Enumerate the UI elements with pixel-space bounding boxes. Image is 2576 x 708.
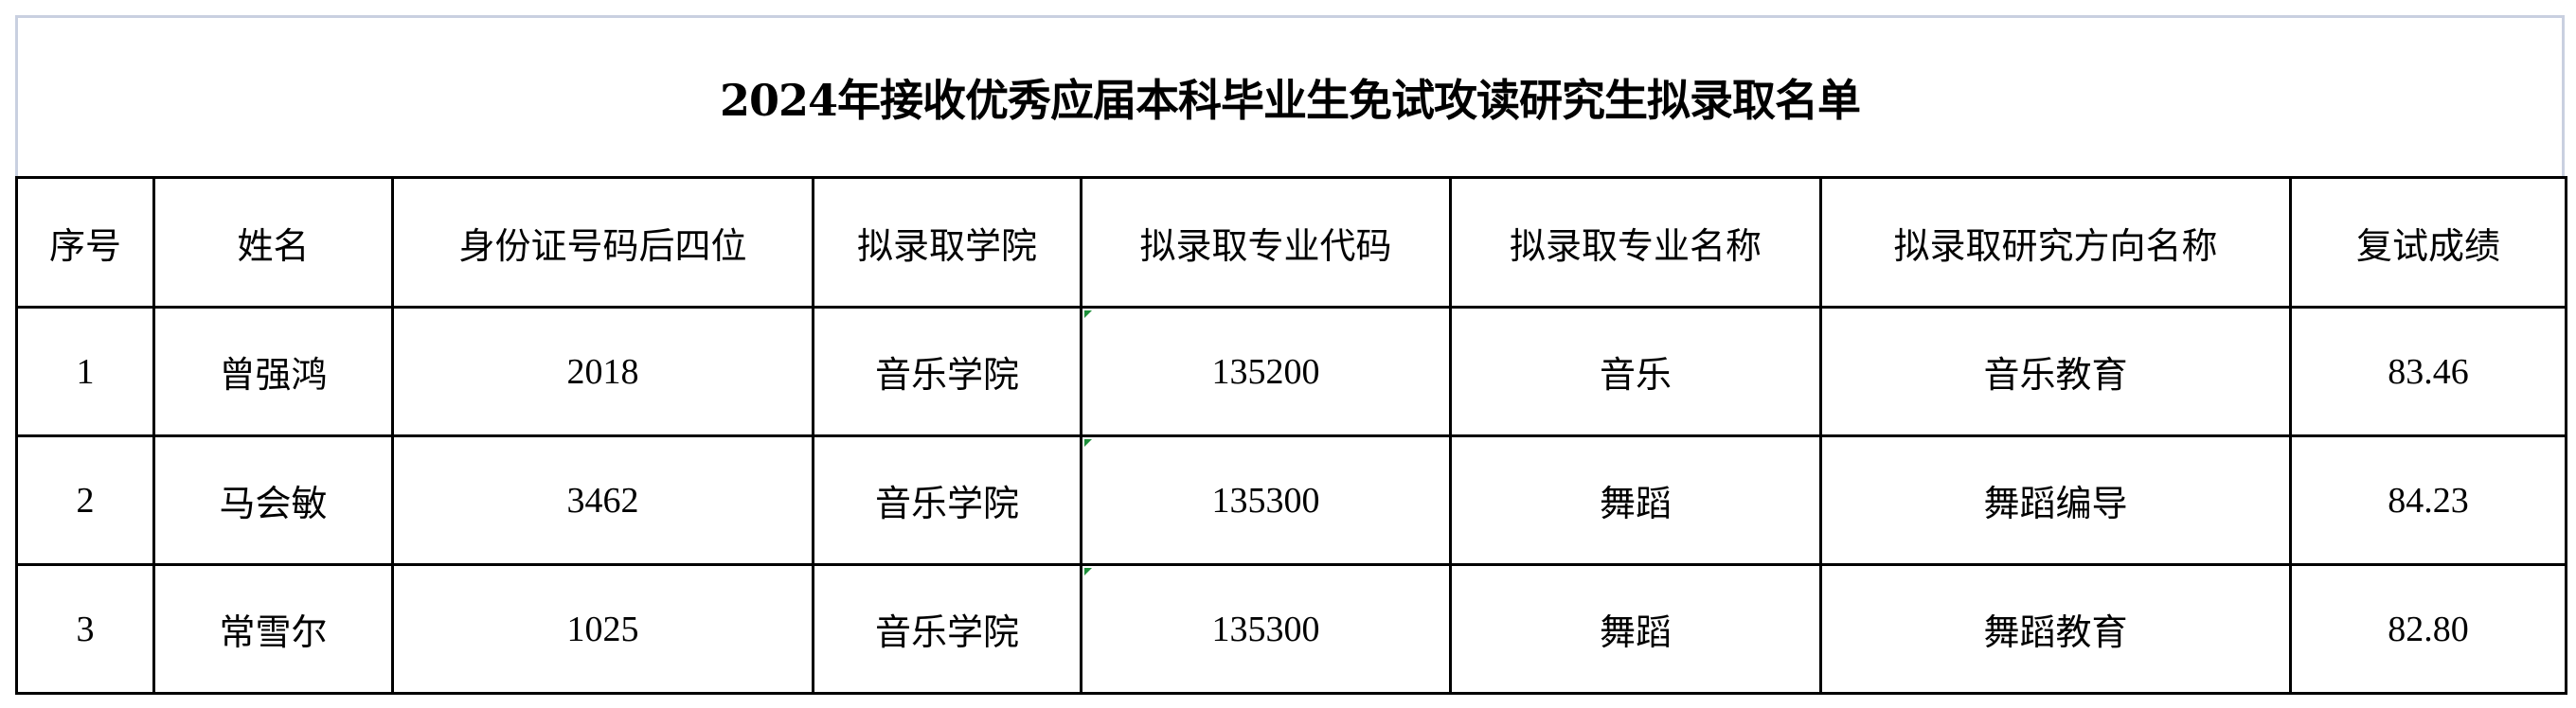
header-cell-major-name[interactable]: 拟录取专业名称 bbox=[1449, 176, 1822, 309]
cell-id-last4[interactable]: 2018 bbox=[391, 306, 814, 437]
table-row: 2 马会敏 3462 音乐学院 135300 舞蹈 舞蹈编导 84.23 bbox=[15, 434, 2567, 566]
cell-major-code[interactable]: 135300 bbox=[1080, 563, 1452, 695]
title-cell[interactable]: 2024年接收优秀应届本科毕业生免试攻读研究生拟录取名单 bbox=[15, 15, 2565, 176]
cell-score[interactable]: 82.80 bbox=[2289, 563, 2567, 695]
header-cell-index[interactable]: 序号 bbox=[15, 176, 155, 309]
header-cell-college[interactable]: 拟录取学院 bbox=[812, 176, 1082, 309]
cell-major-name[interactable]: 舞蹈 bbox=[1449, 563, 1822, 695]
cell-major-code-text: 135200 bbox=[1211, 351, 1320, 392]
header-row: 序号 姓名 身份证号码后四位 拟录取学院 拟录取专业代码 拟录取专业名称 拟录取… bbox=[15, 176, 2567, 309]
cell-major-code-text: 135300 bbox=[1211, 609, 1320, 649]
table-row: 1 曾强鸿 2018 音乐学院 135200 音乐 音乐教育 83.46 bbox=[15, 306, 2567, 437]
sheet-title: 2024年接收优秀应届本科毕业生免试攻读研究生拟录取名单 bbox=[719, 74, 1861, 126]
header-cell-name[interactable]: 姓名 bbox=[152, 176, 394, 309]
cell-name[interactable]: 马会敏 bbox=[152, 434, 394, 566]
cell-name[interactable]: 常雪尔 bbox=[152, 563, 394, 695]
text-number-marker-icon bbox=[1084, 568, 1092, 575]
cell-score[interactable]: 83.46 bbox=[2289, 306, 2567, 437]
cell-direction[interactable]: 舞蹈编导 bbox=[1819, 434, 2292, 566]
cell-name[interactable]: 曾强鸿 bbox=[152, 306, 394, 437]
admission-table: 序号 姓名 身份证号码后四位 拟录取学院 拟录取专业代码 拟录取专业名称 拟录取… bbox=[15, 176, 2567, 695]
cell-index[interactable]: 1 bbox=[15, 306, 155, 437]
cell-index[interactable]: 2 bbox=[15, 434, 155, 566]
cell-major-name[interactable]: 舞蹈 bbox=[1449, 434, 1822, 566]
header-cell-id-last4[interactable]: 身份证号码后四位 bbox=[391, 176, 814, 309]
header-cell-score[interactable]: 复试成绩 bbox=[2289, 176, 2567, 309]
cell-direction[interactable]: 舞蹈教育 bbox=[1819, 563, 2292, 695]
cell-index[interactable]: 3 bbox=[15, 563, 155, 695]
cell-college[interactable]: 音乐学院 bbox=[812, 306, 1082, 437]
text-number-marker-icon bbox=[1084, 310, 1092, 318]
cell-major-name[interactable]: 音乐 bbox=[1449, 306, 1822, 437]
cell-id-last4[interactable]: 1025 bbox=[391, 563, 814, 695]
cell-score[interactable]: 84.23 bbox=[2289, 434, 2567, 566]
cell-major-code-text: 135300 bbox=[1211, 480, 1320, 521]
cell-major-code[interactable]: 135300 bbox=[1080, 434, 1452, 566]
cell-college[interactable]: 音乐学院 bbox=[812, 563, 1082, 695]
cell-major-code[interactable]: 135200 bbox=[1080, 306, 1452, 437]
header-cell-major-code[interactable]: 拟录取专业代码 bbox=[1080, 176, 1452, 309]
cell-id-last4[interactable]: 3462 bbox=[391, 434, 814, 566]
table-row: 3 常雪尔 1025 音乐学院 135300 舞蹈 舞蹈教育 82.80 bbox=[15, 563, 2567, 695]
cell-direction[interactable]: 音乐教育 bbox=[1819, 306, 2292, 437]
cell-college[interactable]: 音乐学院 bbox=[812, 434, 1082, 566]
text-number-marker-icon bbox=[1084, 439, 1092, 447]
header-cell-direction[interactable]: 拟录取研究方向名称 bbox=[1819, 176, 2292, 309]
